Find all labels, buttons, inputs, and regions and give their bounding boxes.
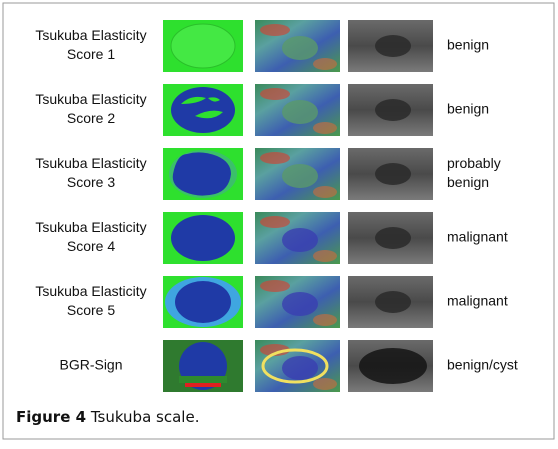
blob bbox=[181, 96, 223, 119]
green-band bbox=[179, 376, 227, 383]
text-line: Tsukuba Elasticity bbox=[35, 27, 146, 43]
text-line: BGR-Sign bbox=[59, 357, 122, 373]
text-line: Score 2 bbox=[67, 110, 115, 126]
text-line: Tsukuba Elasticity bbox=[35, 219, 146, 235]
text-line: benign bbox=[447, 101, 489, 117]
elast-spot bbox=[260, 152, 290, 164]
elast-spot bbox=[282, 100, 318, 124]
text-line: malignant bbox=[447, 229, 508, 245]
text-line: Score 1 bbox=[67, 46, 115, 62]
us-lesion bbox=[375, 291, 411, 313]
text-line: Tsukuba Elasticity bbox=[35, 155, 146, 171]
elast-spot bbox=[260, 216, 290, 228]
red-band bbox=[185, 383, 221, 387]
text-line: Score 4 bbox=[67, 238, 115, 254]
elast-spot bbox=[313, 58, 337, 70]
text-line: Score 5 bbox=[67, 302, 115, 318]
lesion bbox=[172, 152, 231, 196]
elast-spot bbox=[282, 164, 318, 188]
text-line: Tsukuba Elasticity bbox=[35, 91, 146, 107]
caption-text: Tsukuba scale. bbox=[90, 408, 200, 426]
lesion bbox=[171, 87, 235, 133]
us-lesion bbox=[375, 35, 411, 57]
elast-spot bbox=[282, 228, 318, 252]
elast-spot bbox=[282, 292, 318, 316]
elast-spot bbox=[260, 344, 290, 356]
text-line: probably bbox=[447, 155, 501, 171]
us-lesion bbox=[375, 163, 411, 185]
us-lesion bbox=[359, 348, 427, 384]
elast-spot bbox=[313, 250, 337, 262]
roi bbox=[261, 348, 329, 384]
elast-spot bbox=[260, 88, 290, 100]
elast-spot bbox=[282, 356, 318, 380]
text-line: Tsukuba Elasticity bbox=[35, 283, 146, 299]
elast-spot bbox=[282, 36, 318, 60]
text-line: benign bbox=[447, 174, 489, 190]
elast-spot bbox=[260, 24, 290, 36]
lesion bbox=[170, 23, 236, 69]
elast-spot bbox=[313, 122, 337, 134]
us-lesion bbox=[375, 99, 411, 121]
caption: Figure 4 Tsukuba scale. bbox=[16, 408, 199, 426]
figure-border bbox=[2, 2, 555, 440]
elast-spot bbox=[313, 186, 337, 198]
elast-spot bbox=[260, 280, 290, 292]
lesion bbox=[175, 281, 231, 323]
elast-spot bbox=[313, 378, 337, 390]
text-line: benign bbox=[447, 37, 489, 53]
text-line: benign/cyst bbox=[447, 357, 518, 373]
text-line: malignant bbox=[447, 293, 508, 309]
lesion bbox=[171, 215, 235, 261]
elast-spot bbox=[313, 314, 337, 326]
caption-number: Figure 4 bbox=[16, 408, 86, 426]
us-lesion bbox=[375, 227, 411, 249]
text-line: Score 3 bbox=[67, 174, 115, 190]
